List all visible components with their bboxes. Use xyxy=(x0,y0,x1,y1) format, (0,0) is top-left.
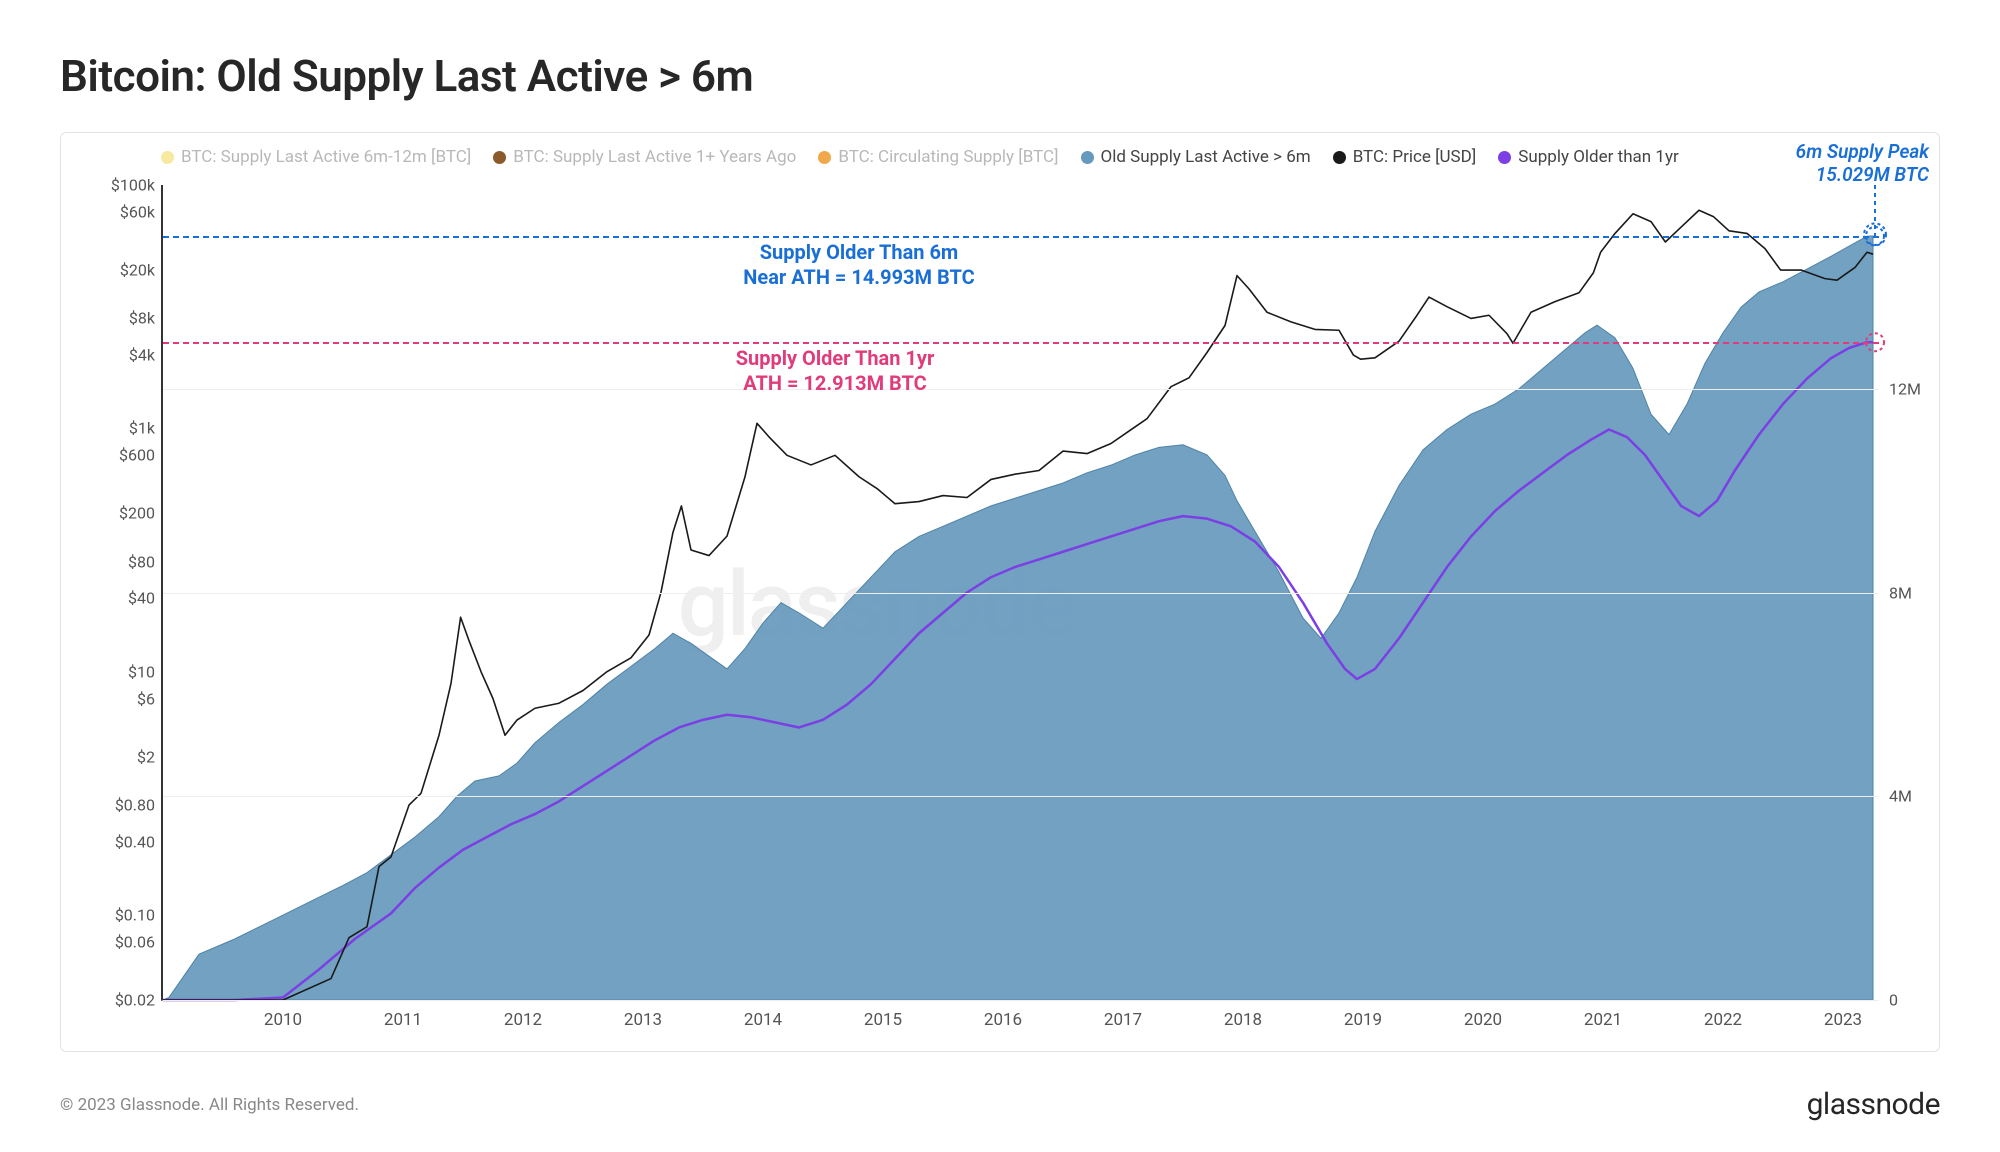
y-tick-label: $20k xyxy=(120,261,155,280)
y-tick-label: $6 xyxy=(137,689,155,708)
legend-item[interactable]: BTC: Supply Last Active 1+ Years Ago xyxy=(493,147,796,167)
y2-tick-label: 12M xyxy=(1889,379,1921,398)
x-tick-label: 2011 xyxy=(384,1010,422,1030)
y2-tick-label: 8M xyxy=(1889,583,1912,602)
legend-swatch xyxy=(1333,151,1346,164)
chart-title: Bitcoin: Old Supply Last Active > 6m xyxy=(60,50,1940,102)
y-tick-label: $10 xyxy=(128,662,155,681)
x-tick-label: 2016 xyxy=(984,1010,1022,1030)
legend-swatch xyxy=(1081,151,1094,164)
y-tick-label: $2 xyxy=(137,747,155,766)
x-tick-label: 2023 xyxy=(1824,1010,1862,1030)
legend-label: BTC: Supply Last Active 1+ Years Ago xyxy=(513,147,796,167)
x-tick-label: 2020 xyxy=(1464,1010,1502,1030)
annotation-text: Supply Older Than 6mNear ATH = 14.993M B… xyxy=(743,240,974,290)
annotation-text: Supply Older Than 1yrATH = 12.913M BTC xyxy=(736,346,935,396)
x-tick-label: 2015 xyxy=(864,1010,902,1030)
y-tick-label: $80 xyxy=(128,552,155,571)
plot-area: glassnode 04M8M12M$0.02$0.06$0.10$0.40$0… xyxy=(161,185,1879,1001)
x-tick-label: 2013 xyxy=(624,1010,662,1030)
y-tick-label: $1k xyxy=(129,419,155,438)
reference-line xyxy=(163,236,1879,238)
legend-label: BTC: Supply Last Active 6m-12m [BTC] xyxy=(181,147,471,167)
legend-item[interactable]: BTC: Price [USD] xyxy=(1333,147,1477,167)
gridline xyxy=(163,796,1879,797)
gridline xyxy=(163,1000,1879,1001)
reference-line xyxy=(163,342,1879,344)
x-tick-label: 2014 xyxy=(744,1010,782,1030)
peak-line2: 15.029M BTC xyxy=(1816,163,1929,186)
legend-item[interactable]: BTC: Circulating Supply [BTC] xyxy=(818,147,1058,167)
legend-item[interactable]: Supply Older than 1yr xyxy=(1498,147,1679,167)
y2-tick-label: 0 xyxy=(1889,991,1898,1010)
y-tick-label: $100k xyxy=(111,176,155,195)
gridline xyxy=(163,593,1879,594)
x-tick-label: 2019 xyxy=(1344,1010,1382,1030)
y-tick-label: $4k xyxy=(129,346,155,365)
copyright: © 2023 Glassnode. All Rights Reserved. xyxy=(60,1095,359,1115)
y-tick-label: $0.06 xyxy=(115,932,155,951)
legend: BTC: Supply Last Active 6m-12m [BTC] BTC:… xyxy=(61,133,1939,177)
legend-item[interactable]: BTC: Supply Last Active 6m-12m [BTC] xyxy=(161,147,471,167)
peak-line1: 6m Supply Peak xyxy=(1796,140,1929,163)
legend-swatch xyxy=(161,151,174,164)
brand-logo: glassnode xyxy=(1807,1087,1940,1122)
gridline xyxy=(163,389,1879,390)
footer: © 2023 Glassnode. All Rights Reserved. g… xyxy=(60,1087,1940,1122)
y-tick-label: $40 xyxy=(128,589,155,608)
legend-label: Old Supply Last Active > 6m xyxy=(1101,147,1311,167)
legend-swatch xyxy=(493,151,506,164)
legend-label: BTC: Circulating Supply [BTC] xyxy=(838,147,1058,167)
x-tick-label: 2022 xyxy=(1704,1010,1742,1030)
y-tick-label: $0.80 xyxy=(115,796,155,815)
legend-label: Supply Older than 1yr xyxy=(1518,147,1679,167)
x-tick-label: 2010 xyxy=(264,1010,302,1030)
legend-swatch xyxy=(818,151,831,164)
x-tick-label: 2017 xyxy=(1104,1010,1142,1030)
y2-tick-label: 4M xyxy=(1889,787,1912,806)
y-tick-label: $600 xyxy=(119,446,155,465)
y-tick-label: $8k xyxy=(129,309,155,328)
y-tick-label: $0.10 xyxy=(115,905,155,924)
x-tick-label: 2021 xyxy=(1584,1010,1622,1030)
y-tick-label: $0.40 xyxy=(115,832,155,851)
y-tick-label: $60k xyxy=(120,202,155,221)
chart-frame: BTC: Supply Last Active 6m-12m [BTC] BTC:… xyxy=(60,132,1940,1052)
legend-item[interactable]: Old Supply Last Active > 6m xyxy=(1081,147,1311,167)
y-tick-label: $200 xyxy=(119,504,155,523)
x-tick-label: 2018 xyxy=(1224,1010,1262,1030)
x-tick-label: 2012 xyxy=(504,1010,542,1030)
legend-label: BTC: Price [USD] xyxy=(1353,147,1477,167)
peak-annotation: 6m Supply Peak 15.029M BTC xyxy=(1796,141,1929,187)
y-tick-label: $0.02 xyxy=(115,991,155,1010)
legend-swatch xyxy=(1498,151,1511,164)
